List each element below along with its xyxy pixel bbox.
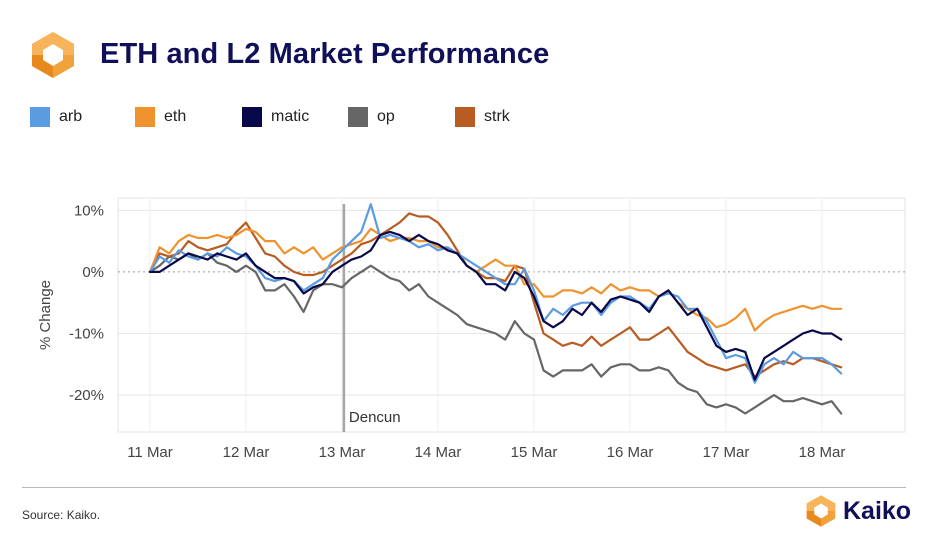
- series-line-eth: [148, 227, 843, 332]
- legend-label: eth: [164, 108, 187, 125]
- x-tick-label: 15 Mar: [511, 444, 558, 461]
- x-tick-label: 12 Mar: [223, 444, 270, 461]
- y-tick-label: -20%: [69, 387, 104, 404]
- y-tick-label: -10%: [69, 325, 104, 342]
- x-tick-label: 14 Mar: [415, 444, 462, 461]
- legend-swatch: [455, 107, 475, 127]
- legend-label: strk: [484, 108, 510, 125]
- series-line-op: [148, 252, 843, 415]
- footer-divider: [22, 487, 906, 488]
- legend-swatch: [242, 107, 262, 127]
- x-tick-label: 16 Mar: [607, 444, 654, 461]
- y-tick-label: 10%: [74, 202, 104, 219]
- plot-area: [117, 197, 906, 433]
- kaiko-logo-icon: [32, 32, 74, 78]
- x-tick-label: 13 Mar: [319, 444, 366, 461]
- y-axis-title: % Change: [37, 280, 54, 350]
- brand-name: Kaiko: [843, 496, 912, 525]
- series-line-strk: [148, 212, 843, 378]
- y-tick-label: 0%: [82, 264, 104, 281]
- legend-item-strk[interactable]: strk: [455, 107, 510, 127]
- annotation-label: Dencun: [349, 409, 401, 426]
- source-note: Source: Kaiko.: [22, 508, 101, 522]
- footer-brand: Kaiko: [804, 494, 911, 528]
- legend-label: arb: [59, 108, 83, 125]
- legend-swatch: [348, 107, 368, 127]
- legend-item-matic[interactable]: matic: [242, 107, 309, 127]
- x-tick-label: 11 Mar: [127, 444, 173, 461]
- legend-item-op[interactable]: op: [348, 107, 395, 127]
- legend-label: matic: [271, 108, 310, 125]
- series-line-matic: [148, 230, 843, 381]
- page-title: ETH and L2 Market Performance: [100, 38, 550, 70]
- legend-swatch: [135, 107, 155, 127]
- legend-label: op: [377, 108, 395, 125]
- legend-swatch: [30, 107, 50, 127]
- legend-item-arb[interactable]: arb: [30, 107, 82, 127]
- kaiko-logo-icon: [806, 495, 836, 527]
- x-tick-label: 18 Mar: [799, 444, 846, 461]
- series-line-arb: [148, 203, 843, 384]
- legend-item-eth[interactable]: eth: [135, 107, 186, 127]
- x-tick-label: 17 Mar: [703, 444, 750, 461]
